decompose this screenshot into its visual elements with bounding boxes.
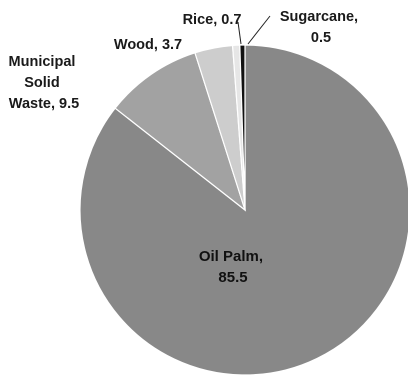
leader-line-rice (237, 21, 242, 45)
pie-slice-municipal-solid-waste (114, 52, 247, 212)
data-label-msw-line-3: Waste, 9.5 (9, 96, 79, 112)
pie-slices (79, 44, 408, 375)
data-label-rice: Rice, 0.7 (183, 12, 242, 28)
data-labels: Oil Palm, 85.5 Municipal Solid Waste, 9.… (9, 9, 362, 286)
data-label-msw-line-1: Municipal (9, 54, 76, 70)
leader-lines (237, 15, 271, 45)
leader-line-sugarcane (247, 15, 271, 45)
data-label-oil-palm-name: Oil Palm, (199, 248, 263, 265)
data-label-oil-palm-value: 85.5 (218, 269, 247, 286)
pie-slice-sugarcane (239, 44, 246, 211)
data-label-sugarcane: Sugarcane, 0.5 (280, 9, 362, 46)
data-label-sugarcane-line-2: 0.5 (311, 30, 331, 46)
data-label-oil-palm: Oil Palm, 85.5 (199, 248, 267, 286)
data-label-msw-line-2: Solid (24, 75, 59, 91)
data-label-wood: Wood, 3.7 (114, 37, 182, 53)
data-label-sugarcane-line-1: Sugarcane, (280, 9, 358, 25)
data-label-municipal-solid-waste: Municipal Solid Waste, 9.5 (9, 54, 80, 112)
